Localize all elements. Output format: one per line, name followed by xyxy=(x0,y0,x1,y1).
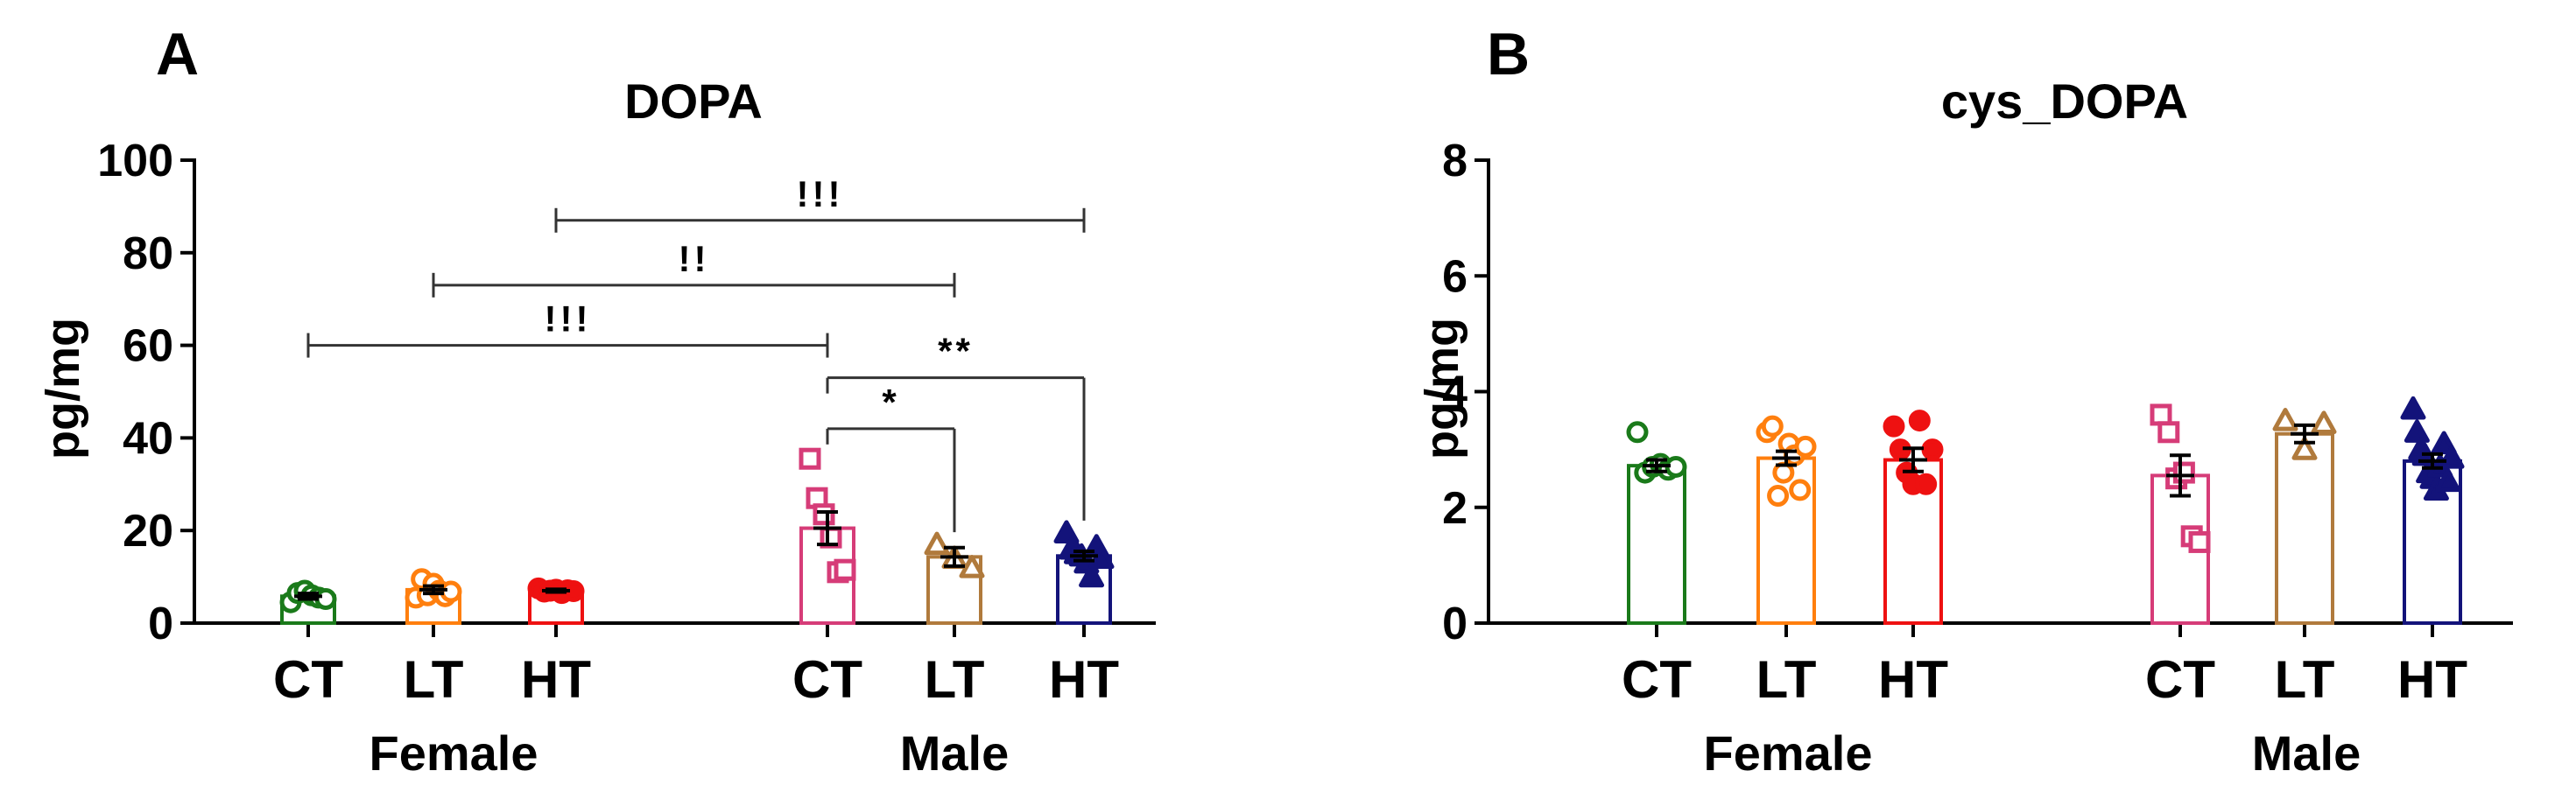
panel-a-point-female-ct-5 xyxy=(314,587,337,610)
panel-a-x-tick-label-female-lt: LT xyxy=(404,650,464,709)
panel-b-x-tick-label-female-ct: CT xyxy=(1622,650,1692,709)
panel-a-y-tick-label-0: 0 xyxy=(148,599,173,649)
panel-a-y-tick-label-60: 60 xyxy=(123,321,173,372)
panel-b-y-tick-label-0: 0 xyxy=(1442,599,1467,649)
panel-a-group-label-male: Male xyxy=(900,725,1010,781)
panel-a-y-tick-label-20: 20 xyxy=(123,506,173,557)
panel-a-point-male-ht-5 xyxy=(1079,564,1105,588)
panel-b-point-male-ht-9 xyxy=(2435,468,2461,493)
panel-b-point-female-lt-6 xyxy=(1789,479,1812,501)
panel-a-sig-label-0: !!! xyxy=(545,298,592,340)
panel-b-y-tick-label-4: 4 xyxy=(1442,368,1467,418)
panel-a-y-tick-label-100: 100 xyxy=(97,136,173,186)
panel-a-x-tick-label-male-ct: CT xyxy=(792,650,862,709)
panel-b-point-male-ct-3 xyxy=(2172,461,2195,484)
panel-b-x-tick-label-female-lt: LT xyxy=(1756,650,1817,709)
panel-b-x-tick-label-female-ht: HT xyxy=(1878,650,1948,709)
panel-b-x-tick-label-male-ht: HT xyxy=(2397,650,2467,709)
panel-a-sig-label-4: ** xyxy=(938,331,974,372)
panel-b-point-female-ht-4 xyxy=(1908,410,1931,432)
panel-b-point-male-lt-0 xyxy=(2272,408,2298,431)
panel-a-x-tick-label-female-ct: CT xyxy=(273,650,343,709)
panel-b-x-tick-label-male-lt: LT xyxy=(2275,650,2335,709)
panel-a-title: DOPA xyxy=(624,74,763,129)
panel-a-point-male-lt-0 xyxy=(924,531,950,556)
panel-b-y-axis-label: pg/mg xyxy=(1416,318,1468,459)
panel-a-x-tick-label-male-lt: LT xyxy=(925,650,985,709)
panel-b-point-male-ct-1 xyxy=(2157,421,2180,444)
panel-b-group-label-female: Female xyxy=(1704,725,1873,781)
panel-b-point-male-lt-1 xyxy=(2291,437,2318,460)
panel-a-group-label-female: Female xyxy=(370,725,538,781)
panel-a: A DOPA pg/mg Female Male 0 20 40 60 80 100 CT L… xyxy=(37,21,1156,781)
panel-a-point-male-lt-2 xyxy=(959,555,985,578)
panel-b-point-male-ct-5 xyxy=(2188,530,2211,553)
panel-b-y-tick-label-8: 8 xyxy=(1442,136,1467,186)
panel-a-point-female-lt-6 xyxy=(440,580,462,603)
panel-b-point-female-lt-2 xyxy=(1767,485,1790,508)
panel-b-title: cys_DOPA xyxy=(1941,74,2188,129)
panel-b-point-male-ht-1 xyxy=(2404,419,2430,443)
panel-b-y-tick-label-2: 2 xyxy=(1442,483,1467,534)
panel-b-point-female-lt-1 xyxy=(1761,415,1784,438)
panel-a-letter: A xyxy=(156,21,199,88)
panel-b-point-male-ht-0 xyxy=(2400,396,2426,420)
panel-a-point-male-ct-2 xyxy=(813,503,835,526)
panel-a-point-male-ct-0 xyxy=(799,447,821,470)
panel-a-sig-label-1: !! xyxy=(679,238,710,279)
panel-b-point-female-ht-5 xyxy=(1915,473,1938,495)
panel-b: B cys_DOPA pg/mg Female Male 0 2 4 6 8 CT LT HT… xyxy=(1416,21,2513,781)
panel-a-y-tick-label-80: 80 xyxy=(123,228,173,279)
panel-b-point-female-ct-0 xyxy=(1626,421,1649,444)
panel-a-y-axis-label: pg/mg xyxy=(37,318,89,459)
panel-b-point-female-lt-7 xyxy=(1794,435,1817,458)
panel-a-x-tick-label-male-ht: HT xyxy=(1049,650,1119,709)
panel-b-y-tick-label-6: 6 xyxy=(1442,251,1467,302)
panel-b-bar-female-ct xyxy=(1627,464,1686,626)
panel-b-point-male-ht-8 xyxy=(2431,431,2457,455)
panel-a-sig-label-3: * xyxy=(882,382,899,423)
panel-b-point-female-ht-6 xyxy=(1921,438,1944,461)
panel-b-point-female-ht-0 xyxy=(1883,415,1905,438)
panel-b-point-male-ct-0 xyxy=(2150,403,2172,426)
panel-b-x-tick-label-male-ct: CT xyxy=(2145,650,2215,709)
panel-b-bar-male-lt xyxy=(2275,431,2334,625)
panel-b-point-male-lt-2 xyxy=(2311,410,2337,434)
panel-a-x-tick-label-female-ht: HT xyxy=(521,650,591,709)
panel-b-group-label-male: Male xyxy=(2252,725,2361,781)
panel-a-y-tick-label-40: 40 xyxy=(123,413,173,464)
panel-b-letter: B xyxy=(1487,21,1530,88)
panel-a-sig-label-2: !!! xyxy=(797,173,844,214)
panel-a-point-male-ct-5 xyxy=(834,558,856,581)
